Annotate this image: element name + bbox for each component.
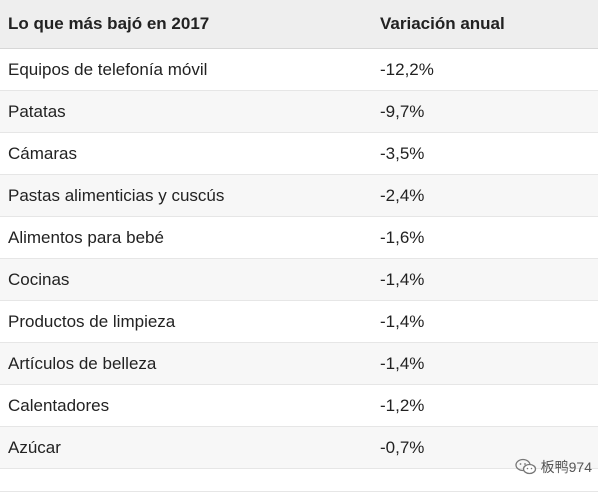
table-row: Cocinas -1,4% — [0, 259, 598, 301]
header-product: Lo que más bajó en 2017 — [8, 14, 210, 33]
product-cell: Artículos de belleza — [8, 353, 157, 373]
change-cell: -1,4% — [380, 269, 425, 289]
change-cell: -0,7% — [380, 437, 425, 457]
change-cell: -3,5% — [380, 143, 425, 163]
watermark: 板鸭974 — [514, 457, 592, 477]
product-cell: Azúcar — [8, 437, 61, 457]
table-bottom-spacer — [0, 469, 598, 492]
table-row: Azúcar -0,7% — [0, 427, 598, 469]
table-row: Artículos de belleza -1,4% — [0, 343, 598, 385]
product-cell: Cámaras — [8, 143, 77, 163]
table-row: Cámaras -3,5% — [0, 133, 598, 175]
table-row: Alimentos para bebé -1,6% — [0, 217, 598, 259]
change-cell: -2,4% — [380, 185, 425, 205]
change-cell: -1,4% — [380, 311, 425, 331]
wechat-icon — [514, 458, 536, 475]
table-row: Equipos de telefonía móvil -12,2% — [0, 49, 598, 91]
product-cell: Pastas alimenticias y cuscús — [8, 185, 225, 205]
table-row: Productos de limpieza -1,4% — [0, 301, 598, 343]
product-cell: Productos de limpieza — [8, 311, 176, 331]
product-cell: Alimentos para bebé — [8, 227, 164, 247]
change-cell: -12,2% — [380, 59, 434, 79]
product-cell: Cocinas — [8, 269, 70, 289]
change-cell: -9,7% — [380, 101, 425, 121]
product-cell: Equipos de telefonía móvil — [8, 59, 208, 79]
change-cell: -1,4% — [380, 353, 425, 373]
table-row: Patatas -9,7% — [0, 91, 598, 133]
table-row: Pastas alimenticias y cuscús -2,4% — [0, 175, 598, 217]
change-cell: -1,6% — [380, 227, 425, 247]
watermark-text: 板鸭974 — [540, 459, 592, 475]
table-row: Calentadores -1,2% — [0, 385, 598, 427]
product-cell: Calentadores — [8, 395, 110, 415]
change-cell: -1,2% — [380, 395, 425, 415]
table-header: Lo que más bajó en 2017 Variación anual — [0, 0, 598, 49]
product-cell: Patatas — [8, 101, 66, 121]
header-annual-change: Variación anual — [380, 14, 505, 33]
